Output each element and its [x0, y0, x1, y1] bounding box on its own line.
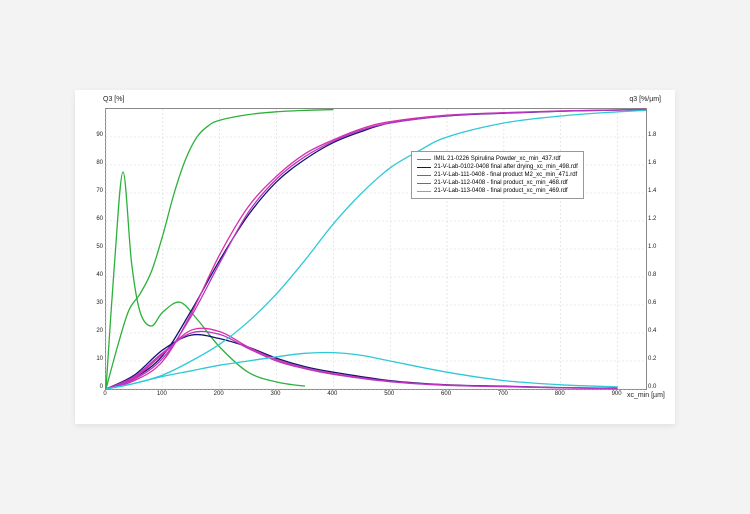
y-left-tick: 80 — [89, 160, 103, 166]
x-tick: 500 — [381, 391, 397, 397]
y-left-tick: 40 — [89, 272, 103, 278]
y-right-tick: 0.8 — [648, 272, 656, 278]
y-left-tick: 70 — [89, 188, 103, 194]
y-left-tick: 10 — [89, 356, 103, 362]
legend-item: 21-V-Lab-0102-0408 final after drying_xc… — [417, 163, 578, 171]
y-left-axis-title: Q3 [%] — [103, 96, 124, 103]
y-left-tick: 90 — [89, 132, 103, 138]
y-left-tick: 20 — [89, 328, 103, 334]
x-tick: 100 — [154, 391, 170, 397]
plot-area: IMIL 21-0226 Spirulina Powder_xc_min_437… — [105, 108, 647, 390]
y-right-tick: 1.4 — [648, 188, 656, 194]
legend-item: 21-V-Lab-113-0408 - final product_xc_min… — [417, 187, 578, 195]
x-tick: 600 — [438, 391, 454, 397]
legend-label: 21-V-Lab-0102-0408 final after drying_xc… — [434, 163, 578, 171]
y-left-tick: 0 — [89, 384, 103, 390]
x-tick: 300 — [268, 391, 284, 397]
y-left-tick: 50 — [89, 244, 103, 250]
x-tick: 700 — [495, 391, 511, 397]
legend-item: 21-V-Lab-112-0408 - final product_xc_min… — [417, 179, 578, 187]
x-axis-title: xc_min [µm] — [627, 392, 665, 399]
y-right-tick: 1.8 — [648, 132, 656, 138]
x-tick: 0 — [97, 391, 113, 397]
x-tick: 800 — [552, 391, 568, 397]
y-right-tick: 1.6 — [648, 160, 656, 166]
legend-swatch — [417, 175, 431, 176]
legend-label: 21-V-Lab-111-0408 - final product M2_xc_… — [434, 171, 577, 179]
y-left-tick: 60 — [89, 216, 103, 222]
y-right-tick: 1.0 — [648, 244, 656, 250]
x-tick: 200 — [211, 391, 227, 397]
y-right-axis-title: q3 [%/µm] — [629, 96, 661, 103]
legend-box: IMIL 21-0226 Spirulina Powder_xc_min_437… — [411, 151, 584, 199]
legend-item: 21-V-Lab-111-0408 - final product M2_xc_… — [417, 171, 578, 179]
chart-card: Q3 [%] q3 [%/µm] IMIL 21-0226 Spirulina … — [75, 90, 675, 424]
y-right-tick: 0.2 — [648, 356, 656, 362]
legend-label: 21-V-Lab-112-0408 - final product_xc_min… — [434, 179, 568, 187]
y-left-tick: 30 — [89, 300, 103, 306]
x-tick: 900 — [609, 391, 625, 397]
legend-swatch — [417, 183, 431, 184]
legend-swatch — [417, 191, 431, 192]
legend-swatch — [417, 167, 431, 168]
y-right-tick: 0.6 — [648, 300, 656, 306]
y-right-tick: 0.4 — [648, 328, 656, 334]
legend-label: IMIL 21-0226 Spirulina Powder_xc_min_437… — [434, 155, 561, 163]
legend-item: IMIL 21-0226 Spirulina Powder_xc_min_437… — [417, 155, 578, 163]
legend-label: 21-V-Lab-113-0408 - final product_xc_min… — [434, 187, 568, 195]
legend-swatch — [417, 159, 431, 160]
y-right-tick: 1.2 — [648, 216, 656, 222]
y-right-tick: 0.0 — [648, 384, 656, 390]
x-tick: 400 — [324, 391, 340, 397]
